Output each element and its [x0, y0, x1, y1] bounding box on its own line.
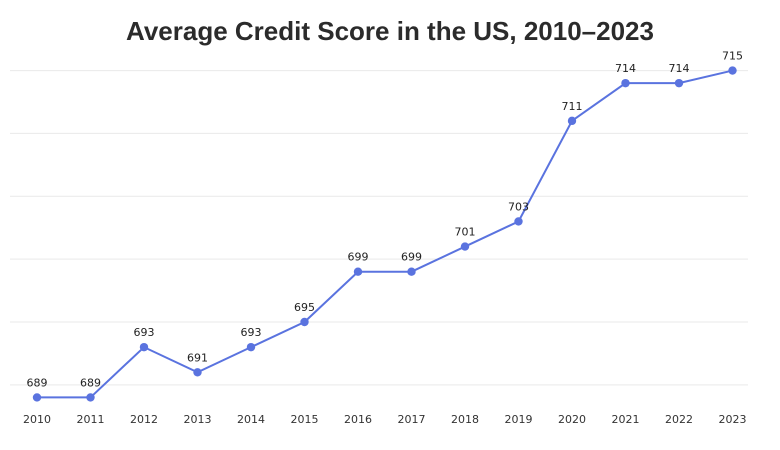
data-point-2023 [728, 66, 737, 75]
data-label-2017: 699 [401, 251, 422, 264]
data-label-2022: 714 [669, 62, 690, 75]
x-tick-label-2020: 2020 [558, 413, 586, 426]
data-point-2019 [514, 217, 523, 226]
x-tick-label-2022: 2022 [665, 413, 693, 426]
data-label-2023: 715 [722, 50, 743, 63]
x-tick-label-2023: 2023 [719, 413, 747, 426]
data-points [32, 66, 737, 402]
x-tick-label-2019: 2019 [505, 413, 533, 426]
data-label-2010: 689 [27, 376, 48, 389]
data-point-2010 [32, 393, 42, 402]
data-label-2021: 714 [615, 62, 636, 75]
x-tick-label-2017: 2017 [398, 413, 426, 426]
data-label-2013: 691 [187, 351, 208, 364]
data-label-2016: 699 [348, 251, 369, 264]
data-label-2012: 693 [134, 326, 155, 339]
data-label-2015: 695 [294, 301, 315, 314]
data-label-2011: 689 [80, 376, 101, 389]
data-point-2011 [86, 393, 95, 402]
x-tick-label-2013: 2013 [184, 413, 212, 426]
data-point-2016 [353, 267, 363, 276]
data-point-2018 [460, 242, 470, 251]
data-label-2018: 701 [455, 226, 476, 239]
x-tick-label-2016: 2016 [344, 413, 372, 426]
series-line [37, 69, 733, 399]
data-label-2014: 693 [241, 326, 262, 339]
x-tick-label-2021: 2021 [612, 413, 640, 426]
data-point-2021 [621, 78, 630, 88]
x-tick-label-2010: 2010 [23, 413, 51, 426]
data-point-2017 [407, 267, 416, 276]
data-labels: 689 689 693 691 693 695 699 699 701 703 711 714 714 7… [27, 50, 744, 390]
data-label-2019: 703 [508, 200, 529, 213]
x-tick-label-2018: 2018 [451, 413, 479, 426]
chart-title: Average Credit Score in the US, 2010–202… [126, 16, 654, 46]
x-tick-label-2011: 2011 [77, 413, 105, 426]
data-point-2012 [139, 342, 149, 352]
x-axis-ticks: 2010 2011 2012 2013 2014 2015 2016 2017 2018 2019… [23, 413, 747, 426]
x-tick-label-2014: 2014 [237, 413, 265, 426]
data-point-2014 [246, 342, 256, 352]
data-point-2015 [300, 317, 309, 327]
data-point-2013 [193, 368, 202, 377]
x-tick-label-2012: 2012 [130, 413, 158, 426]
x-tick-label-2015: 2015 [291, 413, 319, 426]
grid-lines [10, 70, 748, 386]
data-point-2022 [674, 78, 684, 88]
data-point-2020 [567, 116, 577, 126]
data-label-2020: 711 [562, 100, 583, 113]
